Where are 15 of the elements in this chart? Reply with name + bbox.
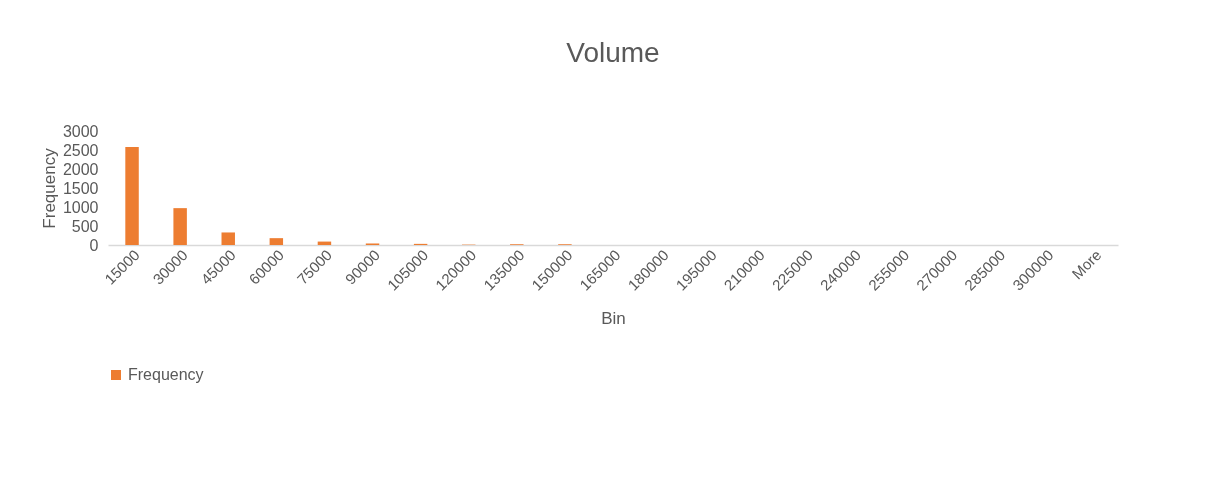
y-tick-label: 0 — [89, 236, 99, 254]
y-tick-label: 3000 — [62, 122, 99, 140]
chart-title: Volume — [566, 37, 660, 68]
bar — [173, 208, 187, 245]
y-tick-label: 500 — [71, 217, 99, 235]
legend-label: Frequency — [128, 366, 204, 383]
y-tick-label: 2000 — [62, 160, 99, 178]
bar — [125, 146, 139, 245]
y-axis-title: Frequency — [39, 147, 59, 229]
y-tick-label: 1000 — [62, 198, 99, 216]
bar — [269, 238, 284, 245]
y-tick-label: 1500 — [62, 179, 99, 197]
x-axis-title: Bin — [601, 309, 626, 329]
y-tick-label: 2500 — [62, 141, 99, 159]
bar — [221, 232, 235, 245]
